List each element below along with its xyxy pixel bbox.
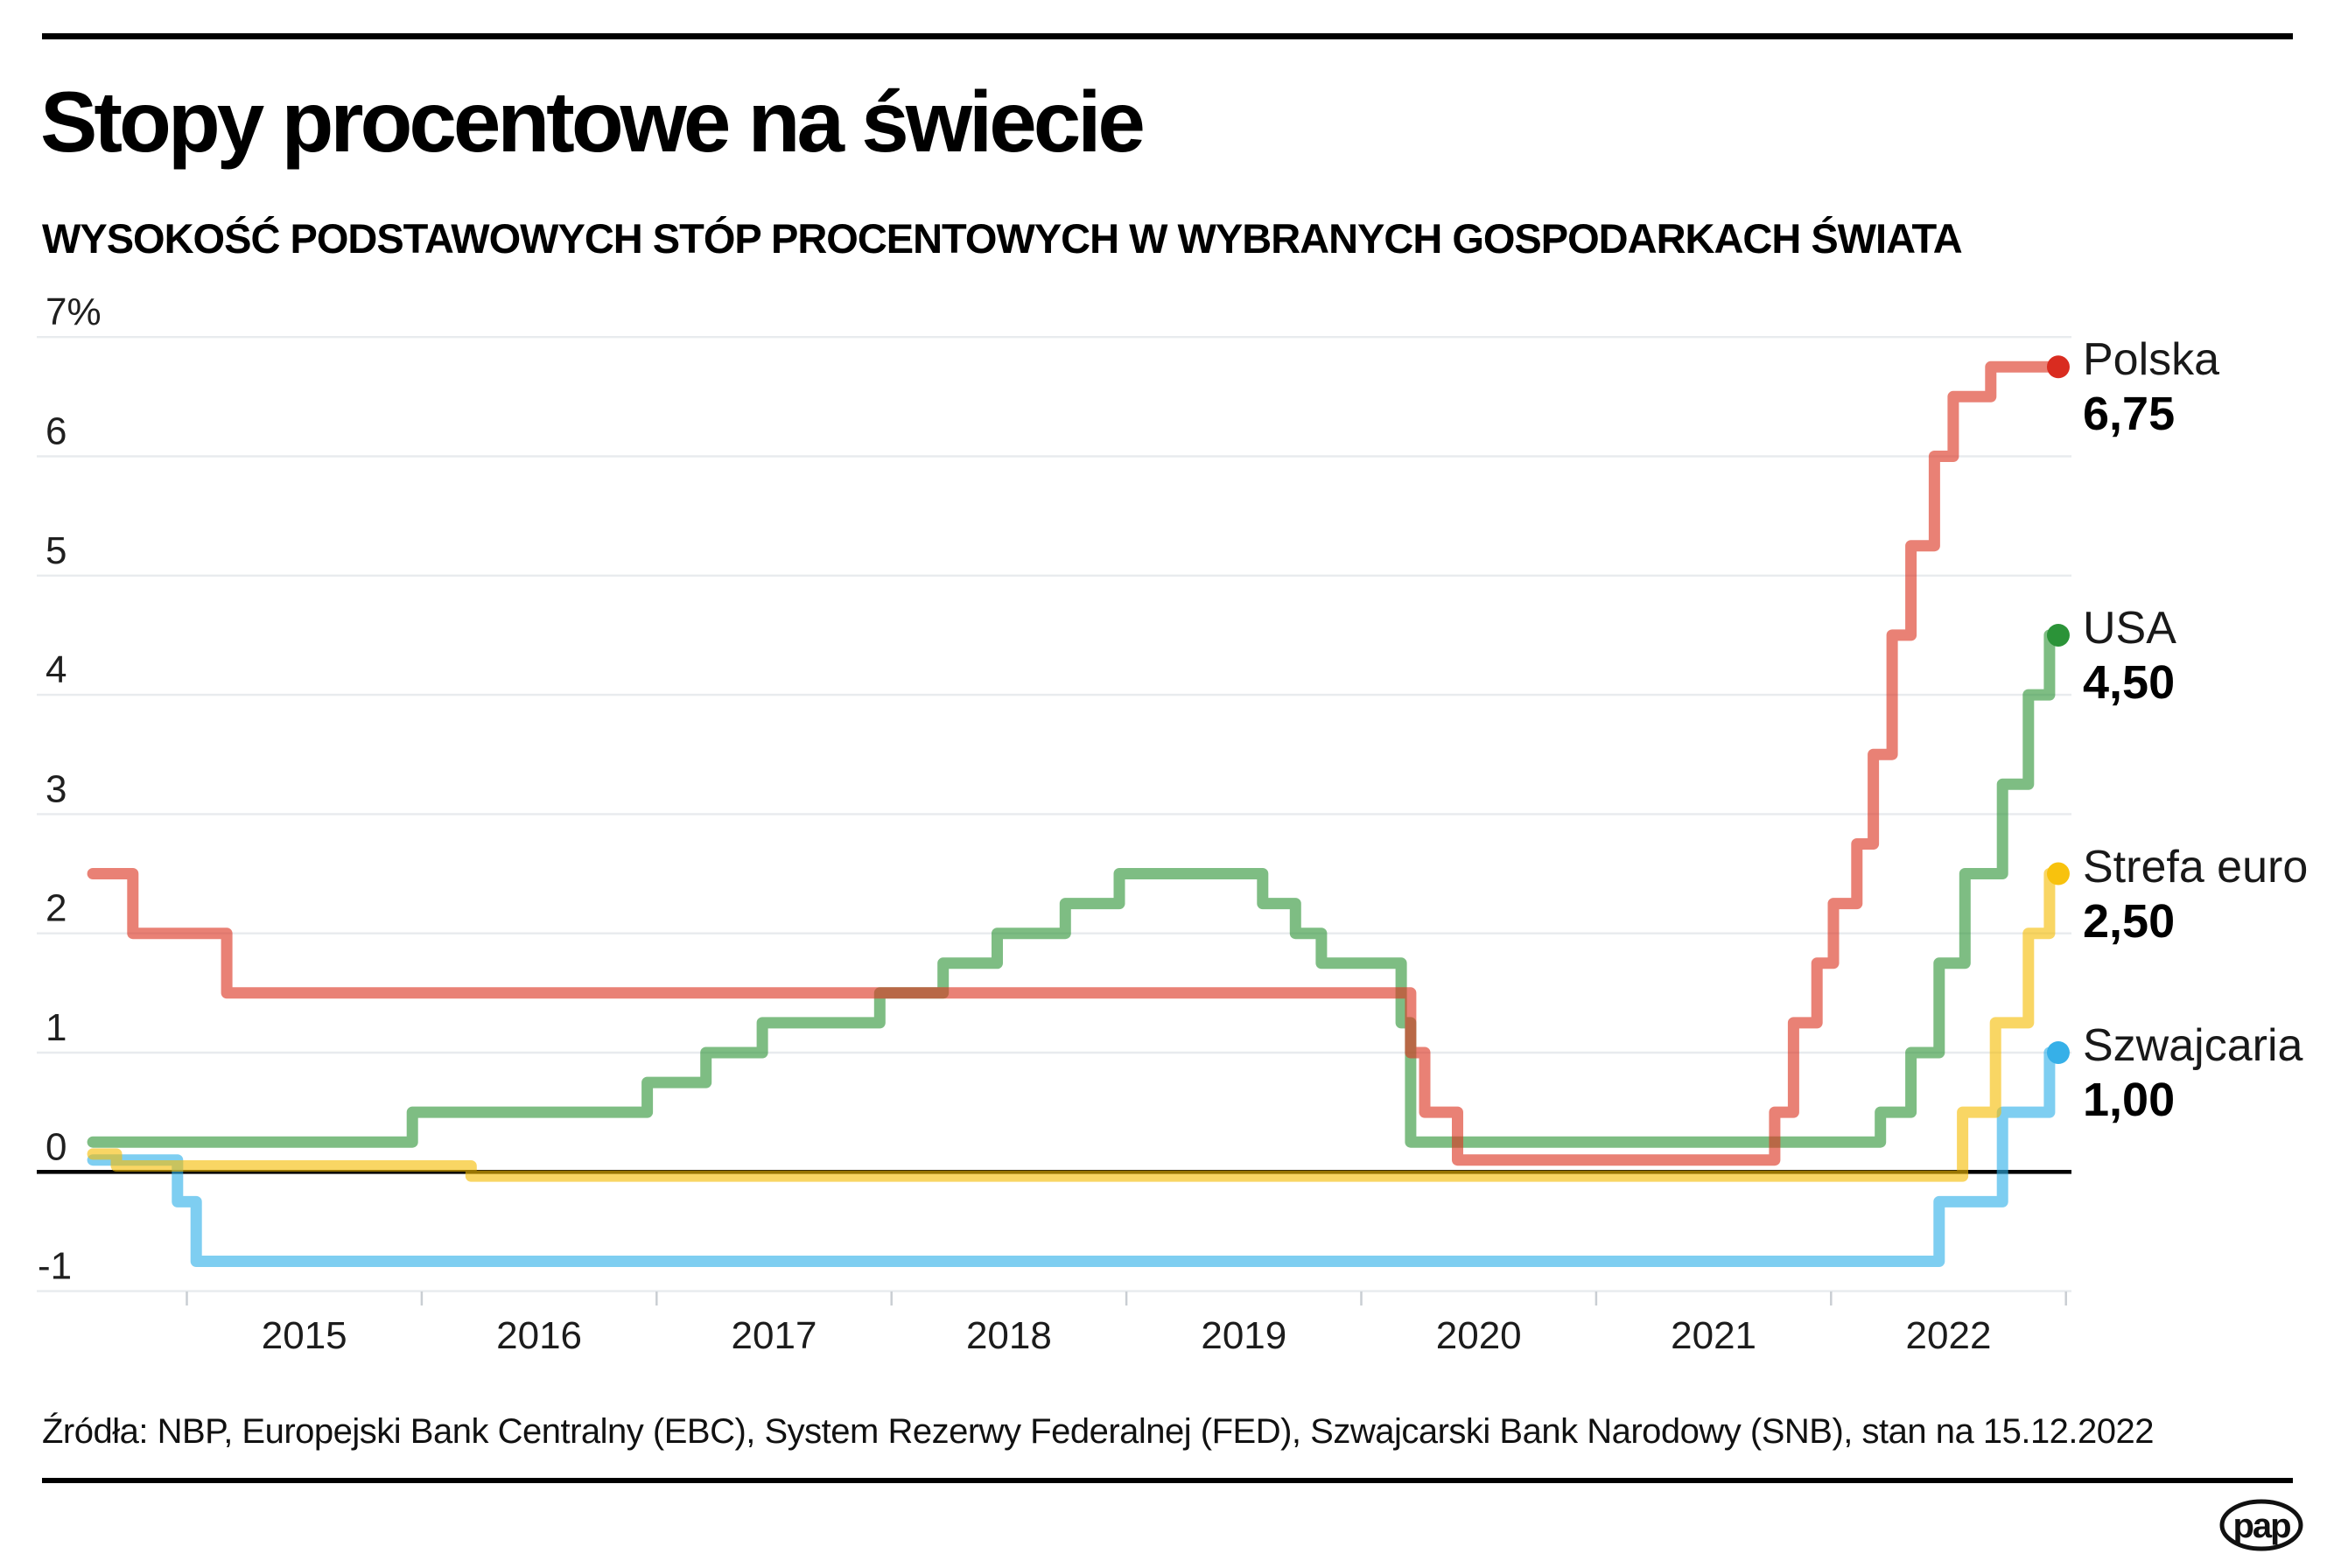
x-axis-year-label: 2018 <box>966 1314 1052 1357</box>
series-line-usa <box>87 629 2063 1148</box>
x-axis-year-label: 2021 <box>1671 1314 1756 1357</box>
x-axis-year-label: 2015 <box>262 1314 347 1357</box>
y-axis-label: 2 <box>46 887 67 930</box>
y-axis-label: 0 <box>46 1125 67 1168</box>
pap-logo-ellipse <box>2219 1499 2303 1551</box>
x-axis-year-label: 2016 <box>496 1314 582 1357</box>
y-axis-label: 1 <box>46 1006 67 1049</box>
series-end-dot-polska <box>2046 355 2070 379</box>
legend-label: Szwajcaria <box>2083 1020 2303 1071</box>
legend-label: Polska <box>2083 334 2220 386</box>
series-line-strefa-euro <box>87 868 2063 1182</box>
y-axis-label: -1 <box>38 1245 72 1288</box>
page-subtitle: WYSOKOŚĆ PODSTAWOWYCH STÓP PROCENTOWYCH … <box>42 215 1963 262</box>
source-note: Źródła: NBP, Europejski Bank Centralny (… <box>42 1412 2155 1451</box>
legend-value-badge: 4,50 <box>2083 655 2176 709</box>
series-end-dot-usa <box>2046 623 2070 647</box>
series-line-polska <box>87 360 2063 1166</box>
legend-value-badge: 6,75 <box>2083 388 2176 441</box>
y-axis-label: 7% <box>46 290 102 333</box>
page-title: Stopy procentowe na świecie <box>40 74 1146 170</box>
legend-item-strefa-euro: Strefa euro 2,50 <box>2083 843 2308 948</box>
legend-value-badge: 2,50 <box>2083 894 2176 948</box>
legend-item-polska: Polska 6,75 <box>2083 335 2219 440</box>
legend-item-usa: USA 4,50 <box>2083 604 2176 709</box>
pap-logo-text: pap <box>2232 1507 2290 1545</box>
series-end-dot-strefa-euro <box>2046 862 2070 886</box>
legend-label: Strefa euro <box>2083 841 2309 892</box>
legend-item-szwajcaria: Szwajcaria 1,00 <box>2083 1021 2302 1126</box>
bottom-rule <box>42 1478 2293 1483</box>
y-axis-label: 6 <box>46 410 67 453</box>
y-axis-label: 3 <box>46 767 67 810</box>
pap-logo: pap <box>2219 1499 2303 1551</box>
x-axis-year-label: 2022 <box>1906 1314 1992 1357</box>
top-rule <box>42 33 2293 39</box>
y-axis-label: 4 <box>46 648 67 691</box>
x-axis-year-label: 2017 <box>732 1314 817 1357</box>
legend-value-badge: 1,00 <box>2083 1074 2176 1126</box>
series-end-dot-szwajcaria <box>2046 1041 2070 1064</box>
y-axis-label: 5 <box>46 529 67 572</box>
x-axis-year-label: 2019 <box>1201 1314 1286 1357</box>
legend-label: USA <box>2083 602 2176 654</box>
x-axis-year-label: 2020 <box>1436 1314 1522 1357</box>
series-line-szwajcaria <box>87 1046 2063 1267</box>
